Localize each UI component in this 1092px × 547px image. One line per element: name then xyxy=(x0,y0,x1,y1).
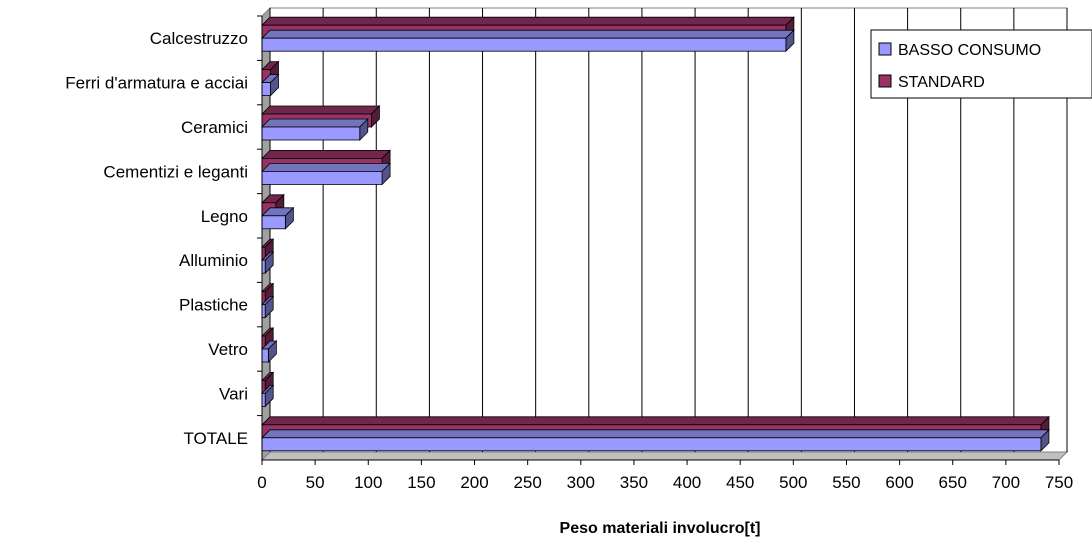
category-label: Plastiche xyxy=(179,296,248,315)
category-label: Vari xyxy=(219,384,248,403)
floor xyxy=(260,451,1069,461)
x-tick-label: 150 xyxy=(407,473,435,492)
bar xyxy=(261,428,1050,452)
bar-front-face xyxy=(261,37,787,52)
bar-front-face xyxy=(261,348,269,363)
bar-front-face xyxy=(261,82,271,96)
category-label: Legno xyxy=(201,207,248,226)
bar-top-face xyxy=(261,29,795,39)
bar xyxy=(261,162,392,186)
x-tick-label: 400 xyxy=(673,473,701,492)
bar xyxy=(261,251,275,275)
category-label: Cementizi e leganti xyxy=(103,162,248,181)
bars xyxy=(261,16,1050,452)
category-label: Ceramici xyxy=(181,118,248,137)
x-tick-label: 550 xyxy=(832,473,860,492)
bar-top-face xyxy=(261,162,392,172)
x-tick-labels: 0 50 100 150 200 250 300 350 400 450 500 550 600 650 7… xyxy=(257,473,1073,492)
category-label: Vetro xyxy=(208,340,248,359)
category-label: TOTALE xyxy=(183,429,248,448)
x-tick-label: 650 xyxy=(939,473,967,492)
legend: BASSO CONSUMO STANDARD xyxy=(870,29,1092,99)
x-tick-label: 50 xyxy=(306,473,325,492)
category-label: Calcestruzzo xyxy=(150,29,248,48)
x-tick-label: 100 xyxy=(354,473,382,492)
bar xyxy=(261,384,275,408)
x-tick-label: 350 xyxy=(620,473,648,492)
legend-swatch xyxy=(878,42,892,56)
x-tick-label: 600 xyxy=(885,473,913,492)
bar-top-face xyxy=(261,429,1050,439)
legend-label: BASSO CONSUMO xyxy=(898,42,1041,59)
bar-top-face xyxy=(261,416,1050,426)
bar xyxy=(261,118,369,141)
x-tick-label: 700 xyxy=(992,473,1020,492)
bar-top-face xyxy=(261,16,795,26)
bar xyxy=(261,340,278,363)
bar-top-face xyxy=(261,105,381,115)
bar-top-face xyxy=(261,118,369,128)
bar xyxy=(261,73,280,97)
x-tick-label: 250 xyxy=(513,473,541,492)
x-tick-label: 500 xyxy=(779,473,807,492)
category-label: Alluminio xyxy=(179,251,248,270)
x-tick-label: 300 xyxy=(567,473,595,492)
category-label: Ferri d'armatura e acciai xyxy=(65,74,248,93)
category-labels: Calcestruzzo Ferri d'armatura e acciai Cer… xyxy=(65,29,248,448)
x-tick-label: 200 xyxy=(460,473,488,492)
legend-label: STANDARD xyxy=(898,74,985,91)
bar-top-face xyxy=(261,149,392,159)
bar-front-face xyxy=(261,170,383,185)
axes xyxy=(257,15,1060,465)
legend-swatch xyxy=(878,74,892,88)
bar-front-face xyxy=(261,215,286,230)
bar xyxy=(261,29,795,53)
x-tick-label: 750 xyxy=(1045,473,1073,492)
x-tick-label: 0 xyxy=(257,473,266,492)
x-axis-title: Peso materiali involucro[t] xyxy=(560,520,761,537)
x-tick-label: 450 xyxy=(726,473,754,492)
bar-front-face xyxy=(261,126,361,141)
legend-box xyxy=(870,29,1092,99)
bar xyxy=(261,206,295,230)
bar-front-face xyxy=(261,437,1042,452)
